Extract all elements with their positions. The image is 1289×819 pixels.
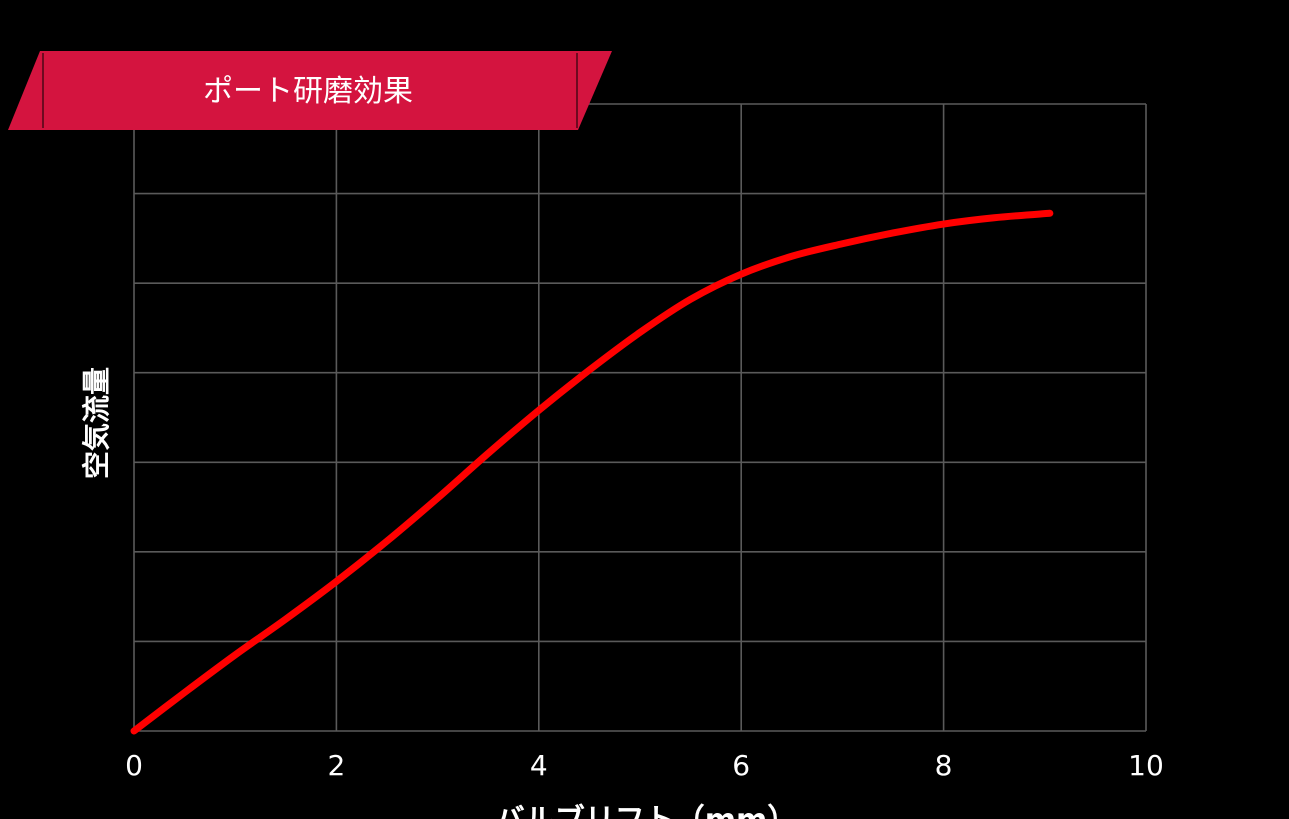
x-axis-title: バルブリフト（mm） bbox=[495, 803, 798, 819]
series-line bbox=[130, 209, 1054, 735]
chart-title: ポート研磨効果 bbox=[203, 74, 413, 109]
x-tick-label: 4 bbox=[530, 749, 548, 782]
x-tick-label: 6 bbox=[732, 749, 750, 782]
y-axis-title: 空気流量 bbox=[80, 367, 113, 479]
x-tick-label: 10 bbox=[1128, 749, 1164, 782]
x-tick-label: 2 bbox=[327, 749, 345, 782]
title-banner: ポート研磨効果 bbox=[8, 51, 612, 130]
series-layer bbox=[130, 209, 1054, 735]
title-banner-shape bbox=[8, 51, 612, 130]
x-axis-ticks: 0 2 4 6 8 10 bbox=[125, 749, 1164, 782]
grid bbox=[133, 103, 1147, 732]
x-tick-label: 8 bbox=[935, 749, 953, 782]
x-tick-label: 0 bbox=[125, 749, 143, 782]
